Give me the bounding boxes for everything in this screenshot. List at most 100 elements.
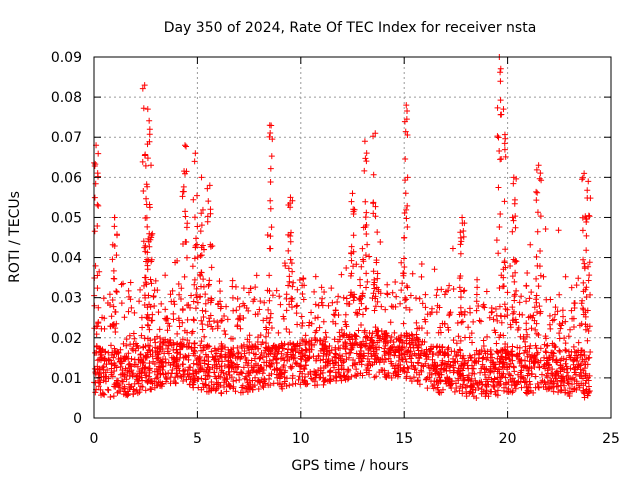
data-point [439,320,446,327]
data-point [345,334,352,341]
data-point [234,322,241,329]
data-point [144,315,151,322]
data-point [579,176,586,183]
data-point [194,192,201,199]
data-point [195,376,202,383]
data-point [416,355,423,362]
data-point [537,213,544,220]
tick-marks [93,56,612,419]
data-point [338,271,345,278]
data-point [454,358,461,365]
data-point [433,292,440,299]
data-point [402,155,409,162]
data-point [226,368,233,375]
data-point [421,316,428,323]
data-point [544,374,551,381]
data-point [318,299,325,306]
data-point [248,357,255,364]
data-point [514,379,521,386]
data-point [154,287,161,294]
data-point [136,386,143,393]
data-point [236,376,243,383]
data-point [287,194,294,201]
data-point [214,301,221,308]
data-point [287,238,294,245]
data-point [287,340,294,347]
data-point [487,368,494,375]
data-point [162,315,169,322]
data-point [465,357,472,364]
data-point [335,338,342,345]
data-point [374,298,381,305]
data-point [340,372,347,379]
data-point [357,296,364,303]
data-point [496,148,503,155]
data-point [204,218,211,225]
data-point [140,105,147,112]
data-point [582,326,589,333]
data-point [439,357,446,364]
data-point [108,313,115,320]
data-point [399,280,406,287]
data-point [265,347,272,354]
data-point [560,378,567,385]
data-point [486,314,493,321]
data-point [138,332,145,339]
data-point [183,376,190,383]
data-point [162,272,169,279]
data-point [239,345,246,352]
data-point [329,357,336,364]
data-point [511,291,518,298]
data-point [252,374,259,381]
data-point [548,384,555,391]
data-point [512,269,519,276]
data-point [146,117,153,124]
data-point [474,284,481,291]
data-point [206,343,213,350]
data-point [497,69,504,76]
data-point [401,210,408,217]
data-point [289,268,296,275]
data-point [356,306,363,313]
data-point [191,340,198,347]
data-point [345,367,352,374]
data-point [566,393,573,400]
data-point [256,306,263,313]
data-point [120,386,127,393]
data-point [235,364,242,371]
data-point [507,376,514,383]
data-point [259,383,266,390]
data-point [283,307,290,314]
data-point [125,287,132,294]
data-point [543,372,550,379]
data-point [407,292,414,299]
data-point [531,304,538,311]
data-point [550,378,557,385]
data-point [468,383,475,390]
data-point [257,353,264,360]
data-point [384,281,391,288]
data-point [142,162,149,169]
data-point [157,357,164,364]
data-point [454,320,461,327]
data-point [562,273,569,280]
data-point [362,334,369,341]
data-point [174,257,181,264]
data-point [507,321,514,328]
data-point [537,308,544,315]
data-point [301,366,308,373]
data-point [509,304,516,311]
data-point [500,359,507,366]
data-point [456,346,463,353]
data-point [546,354,553,361]
data-point [508,381,515,388]
data-point [202,291,209,298]
data-point [261,359,268,366]
data-point [549,366,556,373]
data-point [263,362,270,369]
data-point [560,313,567,320]
data-point [538,177,545,184]
data-point [165,359,172,366]
data-point [557,362,564,369]
data-point [427,378,434,385]
